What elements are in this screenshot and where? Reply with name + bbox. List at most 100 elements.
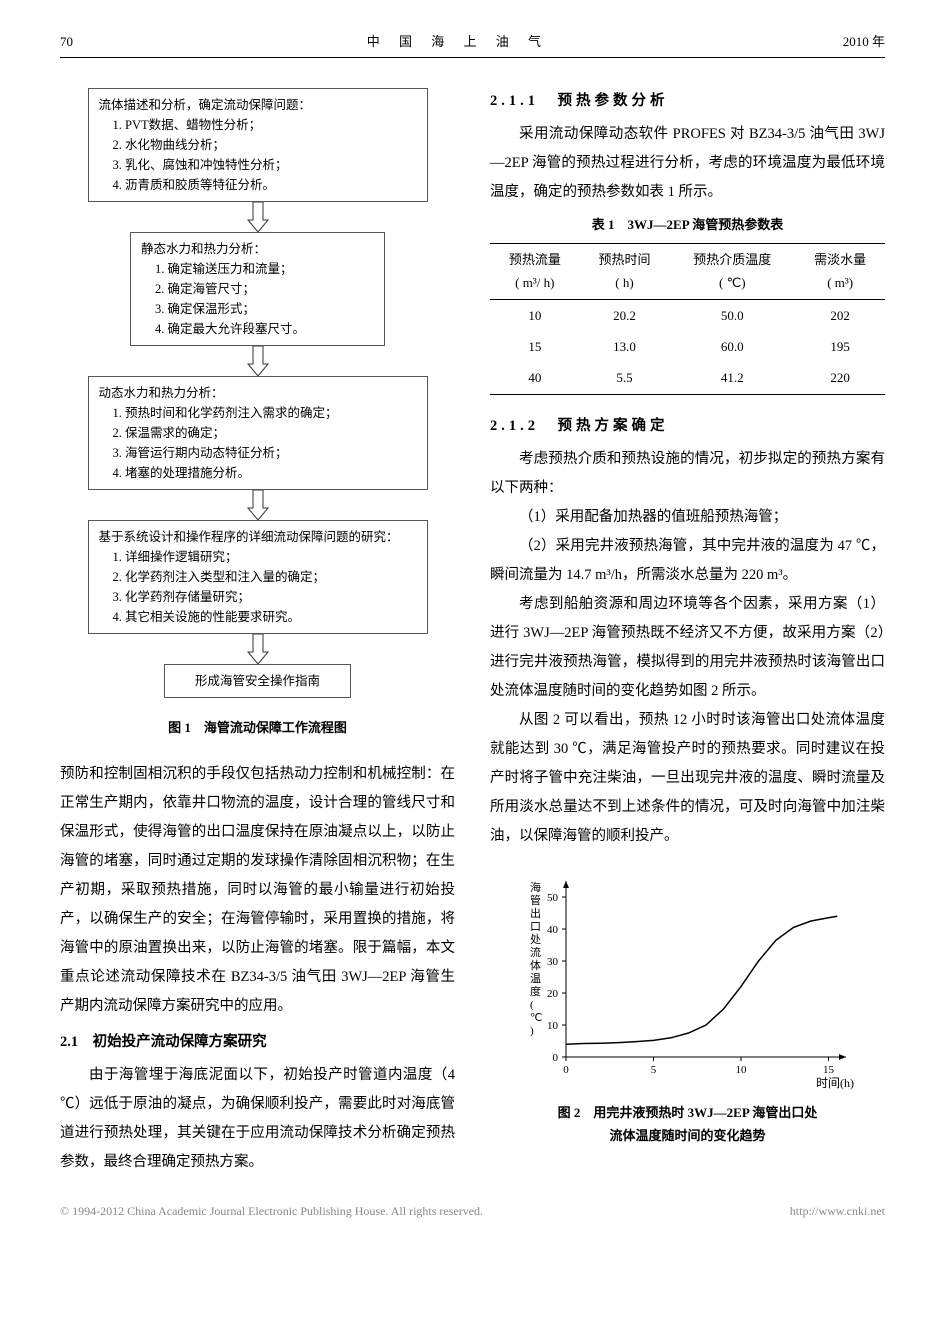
flowchart-arrow: [88, 346, 428, 376]
line-chart-svg: 05101501020304050时间(h)海管出口处流体温度(℃): [518, 871, 858, 1091]
table-cell: 202: [795, 299, 885, 331]
svg-text:10: 10: [547, 1020, 559, 1032]
flowchart-box-4: 基于系统设计和操作程序的详细流动保障问题的研究： 1. 详细操作逻辑研究； 2.…: [88, 520, 428, 634]
left-column: 流体描述和分析，确定流动保障问题： 1. PVT数据、蜡物性分析； 2. 水化物…: [60, 88, 455, 1176]
svg-text:时间(h): 时间(h): [816, 1076, 854, 1090]
caption-line: 图 2 用完井液预热时 3WJ—2EP 海管出口处: [490, 1101, 885, 1124]
table-cell: 60.0: [669, 331, 795, 362]
figure-1-caption: 图 1 海管流动保障工作流程图: [60, 716, 455, 739]
table-cell: 10: [490, 299, 580, 331]
flowchart-box-2: 静态水力和热力分析： 1. 确定输送压力和流量； 2. 确定海管尺寸； 3. 确…: [130, 232, 385, 346]
figure-2-chart: 05101501020304050时间(h)海管出口处流体温度(℃): [518, 871, 858, 1091]
table-cell: 15: [490, 331, 580, 362]
year-label: 2010 年: [843, 30, 885, 53]
svg-text:15: 15: [823, 1064, 835, 1076]
flowbox-item: 3. 海管运行期内动态特征分析；: [99, 443, 417, 463]
flowbox-title: 形成海管安全操作指南: [195, 674, 320, 688]
header-line: 预热介质温度: [675, 248, 789, 271]
flowbox-item: 3. 乳化、腐蚀和冲蚀特性分析；: [99, 155, 417, 175]
flowbox-item: 4. 其它相关设施的性能要求研究。: [99, 607, 417, 627]
flowbox-item: 2. 水化物曲线分析；: [99, 135, 417, 155]
page-header: 70 中 国 海 上 油 气 2010 年: [60, 30, 885, 58]
flowbox-item: 4. 确定最大允许段塞尺寸。: [141, 319, 374, 339]
flowbox-item: 1. 确定输送压力和流量；: [141, 259, 374, 279]
table-1: 预热流量 ( m³/ h) 预热时间 ( h) 预热介质温度 ( ℃) 需淡水量…: [490, 243, 885, 395]
svg-text:5: 5: [650, 1064, 656, 1076]
svg-text:温: 温: [530, 972, 541, 985]
footer-url: http://www.cnki.net: [790, 1201, 885, 1223]
table-cell: 20.2: [580, 299, 670, 331]
flowchart-arrow: [88, 490, 428, 520]
section-2-1-2-heading: 2.1.2 预热方案确定: [490, 413, 885, 439]
flowbox-item: 1. PVT数据、蜡物性分析；: [99, 115, 417, 135]
flowchart-box-1: 流体描述和分析，确定流动保障问题： 1. PVT数据、蜡物性分析； 2. 水化物…: [88, 88, 428, 202]
table-header: 需淡水量 ( m³): [795, 243, 885, 299]
svg-text:管: 管: [530, 893, 541, 907]
table-header: 预热介质温度 ( ℃): [669, 243, 795, 299]
table-cell: 13.0: [580, 331, 670, 362]
paragraph: 考虑预热介质和预热设施的情况，初步拟定的预热方案有以下两种：: [490, 445, 885, 503]
page-number: 70: [60, 30, 73, 53]
flowbox-item: 2. 确定海管尺寸；: [141, 279, 374, 299]
table-cell: 41.2: [669, 362, 795, 394]
flowbox-item: 3. 化学药剂存储量研究；: [99, 587, 417, 607]
table-cell: 40: [490, 362, 580, 394]
svg-text:30: 30: [547, 956, 559, 968]
flowchart-figure-1: 流体描述和分析，确定流动保障问题： 1. PVT数据、蜡物性分析； 2. 水化物…: [88, 88, 428, 698]
section-2-1-1-heading: 2.1.1 预热参数分析: [490, 88, 885, 114]
figure-2-caption: 图 2 用完井液预热时 3WJ—2EP 海管出口处 流体温度随时间的变化趋势: [490, 1101, 885, 1148]
flowbox-item: 1. 预热时间和化学药剂注入需求的确定；: [99, 403, 417, 423]
header-line: 预热时间: [586, 248, 664, 271]
flowbox-title: 静态水力和热力分析：: [141, 239, 374, 259]
section-2-1-body: 由于海管埋于海底泥面以下，初始投产时管道内温度（4 ℃）远低于原油的凝点，为确保…: [60, 1061, 455, 1177]
footer: © 1994-2012 China Academic Journal Elect…: [60, 1201, 885, 1223]
flowchart-box-5: 形成海管安全操作指南: [164, 664, 351, 698]
table-cell: 195: [795, 331, 885, 362]
svg-text:10: 10: [735, 1064, 747, 1076]
flowbox-item: 3. 确定保温形式；: [141, 299, 374, 319]
two-column-layout: 流体描述和分析，确定流动保障问题： 1. PVT数据、蜡物性分析； 2. 水化物…: [60, 88, 885, 1176]
flowbox-item: 2. 化学药剂注入类型和注入量的确定；: [99, 567, 417, 587]
svg-text:0: 0: [563, 1064, 569, 1076]
flowbox-title: 动态水力和热力分析：: [99, 383, 417, 403]
header-line: 预热流量: [496, 248, 574, 271]
svg-text:℃: ℃: [530, 1012, 542, 1024]
table-1-caption: 表 1 3WJ—2EP 海管预热参数表: [490, 213, 885, 236]
right-column: 2.1.1 预热参数分析 采用流动保障动态软件 PROFES 对 BZ34-3/…: [490, 88, 885, 1176]
header-unit: ( ℃): [675, 271, 789, 294]
paragraph: 采用流动保障动态软件 PROFES 对 BZ34-3/5 油气田 3WJ—2EP…: [490, 120, 885, 207]
flowbox-item: 4. 堵塞的处理措施分析。: [99, 463, 417, 483]
table-header: 预热流量 ( m³/ h): [490, 243, 580, 299]
svg-text:口: 口: [530, 921, 541, 933]
copyright-text: © 1994-2012 China Academic Journal Elect…: [60, 1201, 483, 1223]
section-2-1-heading: 2.1 初始投产流动保障方案研究: [60, 1029, 455, 1055]
header-unit: ( h): [586, 271, 664, 294]
journal-title: 中 国 海 上 油 气: [367, 30, 549, 53]
svg-text:处: 处: [530, 933, 541, 946]
left-body-text: 预防和控制固相沉积的手段仅包括热动力控制和机械控制：在正常生产期内，依靠井口物流…: [60, 760, 455, 1021]
header-line: 需淡水量: [801, 248, 879, 271]
flowchart-arrow: [88, 634, 428, 664]
svg-text:): ): [530, 1025, 534, 1037]
svg-text:流: 流: [530, 945, 541, 959]
table-header: 预热时间 ( h): [580, 243, 670, 299]
table-header-row: 预热流量 ( m³/ h) 预热时间 ( h) 预热介质温度 ( ℃) 需淡水量…: [490, 243, 885, 299]
caption-line: 流体温度随时间的变化趋势: [490, 1124, 885, 1147]
flowbox-title: 基于系统设计和操作程序的详细流动保障问题的研究：: [99, 527, 417, 547]
flowbox-item: 4. 沥青质和胶质等特征分析。: [99, 175, 417, 195]
svg-text:50: 50: [547, 892, 559, 904]
flowbox-item: 2. 保温需求的确定；: [99, 423, 417, 443]
list-item: （2）采用完井液预热海管，其中完井液的温度为 47 ℃，瞬间流量为 14.7 m…: [490, 532, 885, 590]
section-2-1-2-body: 考虑预热介质和预热设施的情况，初步拟定的预热方案有以下两种： （1）采用配备加热…: [490, 445, 885, 851]
paragraph: 从图 2 可以看出，预热 12 小时时该海管出口处流体温度就能达到 30 ℃，满…: [490, 706, 885, 851]
table-row: 40 5.5 41.2 220: [490, 362, 885, 394]
paragraph: 由于海管埋于海底泥面以下，初始投产时管道内温度（4 ℃）远低于原油的凝点，为确保…: [60, 1061, 455, 1177]
flowchart-box-3: 动态水力和热力分析： 1. 预热时间和化学药剂注入需求的确定； 2. 保温需求的…: [88, 376, 428, 490]
flowbox-title: 流体描述和分析，确定流动保障问题：: [99, 95, 417, 115]
table-cell: 220: [795, 362, 885, 394]
flowbox-item: 1. 详细操作逻辑研究；: [99, 547, 417, 567]
header-unit: ( m³): [801, 271, 879, 294]
svg-text:40: 40: [547, 924, 559, 936]
section-2-1-1-body: 采用流动保障动态软件 PROFES 对 BZ34-3/5 油气田 3WJ—2EP…: [490, 120, 885, 207]
table-cell: 50.0: [669, 299, 795, 331]
